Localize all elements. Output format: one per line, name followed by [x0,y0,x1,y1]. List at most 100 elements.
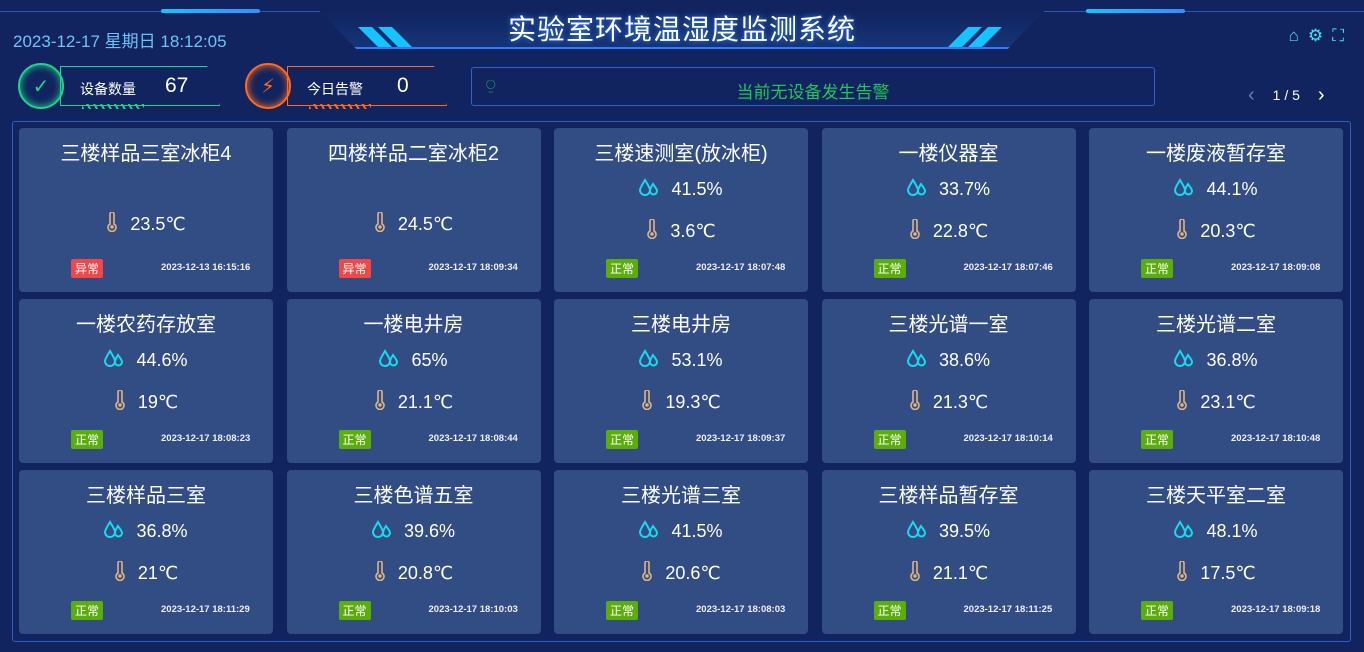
status-badge: 正常 [338,430,371,449]
fullscreen-icon[interactable]: ⛶ [1332,26,1344,45]
temperature-value: 20.8℃ [397,563,454,583]
thermometer-icon [646,218,658,244]
thermometer-icon [909,560,921,586]
thermometer-icon [374,211,386,237]
device-card[interactable]: 三楼电井房 53.1% 19.3℃ 正常 2023-12-17 18:09:37 [554,299,808,463]
update-time: 2023-12-17 18:09:37 [696,433,786,444]
humidity-drops-icon [1174,349,1194,372]
device-count-value: 67 [165,74,189,97]
temperature-row: 19.3℃ [554,389,808,415]
home-icon[interactable]: ⌂ [1288,26,1299,45]
device-name: 一楼废液暂存室 [1146,143,1286,165]
humidity-drops-icon [1174,520,1194,543]
temperature-row: 20.6℃ [554,560,808,586]
temperature-value: 22.8℃ [932,221,989,241]
thermometer-icon [1176,218,1188,244]
temperature-row: 17.5℃ [1089,560,1343,586]
device-card[interactable]: 三楼样品三室 36.8% 21℃ 正常 2023-12-17 18:11:29 [19,470,273,634]
device-count-stat: ✓ 设备数量 67 [18,63,223,109]
update-time: 2023-12-17 18:11:25 [963,604,1053,615]
humidity-value: 65% [411,350,448,370]
temperature-value: 24.5℃ [397,214,454,234]
alarm-light-icon: ⍜ [486,77,496,94]
update-time: 2023-12-17 18:11:29 [161,604,250,615]
device-name: 三楼电井房 [631,314,731,336]
status-badge: 正常 [873,259,906,278]
gear-icon[interactable]: ⚙ [1307,26,1324,45]
temperature-value: 21℃ [137,563,179,583]
humidity-row: 44.6% [19,349,273,372]
device-card[interactable]: 三楼速测室(放冰柜) 41.5% 3.6℃ 正常 2023-12-17 18:07:48 [554,128,808,292]
thermometer-icon [374,560,386,586]
device-name: 四楼样品二室冰柜2 [327,143,500,165]
temperature-value: 23.1℃ [1200,392,1256,412]
humidity-drops-icon [639,178,659,201]
device-card[interactable]: 一楼仪器室 33.7% 22.8℃ 正常 2023-12-17 18:07:46 [821,128,1076,292]
update-time: 2023-12-17 18:08:23 [161,433,251,444]
temperature-row: 20.8℃ [287,560,541,586]
thermometer-icon [114,389,126,415]
update-time: 2023-12-17 18:09:34 [428,262,518,273]
check-circle-icon: ✓ [18,63,64,109]
status-badge: 正常 [71,601,104,620]
header-line-right [1044,11,1364,12]
device-name: 三楼样品三室 [86,485,206,507]
status-badge: 正常 [606,430,639,449]
device-name: 三楼样品暂存室 [878,485,1019,507]
humidity-row: 36.8% [1089,349,1343,372]
update-time: 2023-12-17 18:10:14 [963,433,1053,444]
temperature-value: 20.3℃ [1200,221,1256,241]
alarm-ticker: ⍜ 当前无设备发生告警 [471,67,1155,106]
device-card[interactable]: 三楼样品三室冰柜4 23.5℃ 异常 2023-12-13 16:15:16 [19,128,273,292]
humidity-drops-icon [371,520,392,543]
status-badge: 正常 [338,601,371,620]
datetime: 2023-12-17 星期日 18:12:05 [13,32,227,51]
temperature-row: 19℃ [19,389,273,415]
device-name: 一楼电井房 [363,314,464,336]
device-card[interactable]: 三楼光谱二室 36.8% 23.1℃ 正常 2023-12-17 18:10:48 [1089,299,1343,463]
temperature-value: 21.1℃ [397,392,454,412]
temperature-value: 3.6℃ [670,221,716,241]
device-card[interactable]: 一楼电井房 65% 21.1℃ 正常 2023-12-17 18:08:44 [286,299,541,463]
humidity-row: 38.6% [822,349,1076,372]
thermometer-icon [641,389,653,415]
device-card[interactable]: 三楼天平室二室 48.1% 17.5℃ 正常 2023-12-17 18:09:18 [1089,470,1343,634]
header-glow-left [161,9,260,13]
device-name: 一楼农药存放室 [76,314,216,336]
device-card[interactable]: 三楼光谱一室 38.6% 21.3℃ 正常 2023-12-17 18:10:14 [821,299,1076,463]
humidity-value: 41.5% [671,521,723,541]
update-time: 2023-12-17 18:07:48 [696,262,786,273]
humidity-row: 39.6% [287,520,541,543]
temperature-value: 23.5℃ [130,214,186,234]
humidity-drops-icon [104,520,124,543]
temperature-row: 21.1℃ [287,389,541,415]
device-card[interactable]: 四楼样品二室冰柜2 24.5℃ 异常 2023-12-17 18:09:34 [286,128,541,292]
device-card[interactable]: 三楼样品暂存室 39.5% 21.1℃ 正常 2023-12-17 18:11:25 [821,470,1076,634]
device-name: 三楼光谱三室 [621,485,741,507]
humidity-drops-icon [1174,178,1194,201]
prev-page-button[interactable]: ‹ [1248,84,1255,106]
status-badge: 正常 [873,601,906,620]
temperature-row: 23.5℃ [19,211,273,237]
device-name: 三楼速测室(放冰柜) [594,143,768,165]
next-page-button[interactable]: › [1317,84,1325,106]
page-indicator: 1 / 5 [1272,87,1300,103]
humidity-value: 53.1% [671,350,723,370]
stat-bar [82,104,144,109]
temperature-value: 20.6℃ [665,563,721,583]
device-card[interactable]: 一楼废液暂存室 44.1% 20.3℃ 正常 2023-12-17 18:09:08 [1089,128,1343,292]
humidity-row: 33.7% [822,178,1076,201]
humidity-drops-icon [104,349,124,372]
status-badge: 异常 [71,259,104,278]
humidity-drops-icon [379,349,399,372]
device-card[interactable]: 一楼农药存放室 44.6% 19℃ 正常 2023-12-17 18:08:23 [19,299,273,463]
humidity-value: 39.5% [938,521,991,541]
thermometer-icon [909,218,921,244]
alarm-ticker-text: 当前无设备发生告警 [736,83,890,102]
device-card[interactable]: 三楼色谱五室 39.6% 20.8℃ 正常 2023-12-17 18:10:03 [286,470,541,634]
device-name: 三楼色谱五室 [353,485,474,507]
device-card[interactable]: 三楼光谱三室 41.5% 20.6℃ 正常 2023-12-17 18:08:03 [554,470,808,634]
thermometer-icon [374,389,386,415]
device-name: 三楼样品三室冰柜4 [60,143,232,165]
title-frame [320,11,1044,49]
